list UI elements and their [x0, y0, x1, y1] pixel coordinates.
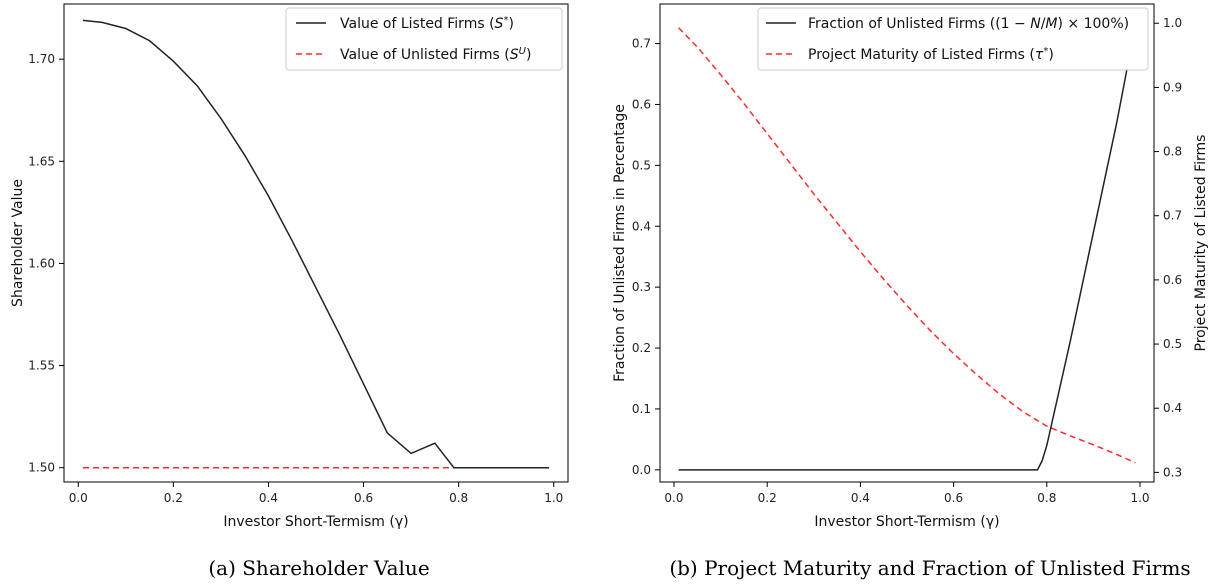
- panel-a-legend: Value of Listed Firms (S*) Value of Unli…: [285, 7, 563, 71]
- panel-a-xtick-label: 0.4: [259, 491, 278, 505]
- panel-b-xtick-label: 0.4: [851, 491, 870, 505]
- panel-a-ticks: 0.0 0.2 0.4 0.6 0.8 1.0 1.50 1.55 1.60 1.65 1.70: [28, 52, 563, 505]
- legend-label-listed: Value of Listed Firms (S*): [340, 15, 514, 33]
- panel-b-xtick-label: 0.2: [758, 491, 777, 505]
- panel-b-ytick-label-right: 0.4: [1163, 401, 1182, 415]
- panel-b-ytick-label: 0.7: [632, 37, 651, 51]
- panel-a-ytick-label: 1.55: [28, 359, 55, 373]
- legend-label-unlisted: Value of Unlisted Firms (SU): [340, 46, 531, 64]
- series-line-listed-value: [82, 19, 549, 469]
- panel-b-ytick-label: 0.0: [632, 463, 651, 477]
- panel-b-frame: [659, 3, 1155, 483]
- panel-a-ylabel: Shareholder Value: [10, 179, 26, 307]
- panel-b-ytick-label-right: 0.3: [1163, 465, 1182, 479]
- panel-b-ytick-label: 0.3: [632, 280, 651, 294]
- legend-label-fraction: Fraction of Unlisted Firms ((1 − N/M) × …: [808, 16, 1129, 32]
- panel-b-series: [678, 25, 1137, 471]
- panel-a-xtick-label: 0.0: [69, 491, 88, 505]
- panel-a-ytick-label: 1.70: [28, 52, 55, 66]
- panel-a-xtick-label: 1.0: [544, 491, 563, 505]
- panel-b-ytick-label: 0.2: [632, 341, 651, 355]
- panel-a-xtick-label: 0.6: [354, 491, 373, 505]
- panel-b-ytick-label-right: 0.7: [1163, 209, 1182, 223]
- panel-b-ytick-label-right: 0.8: [1163, 145, 1182, 159]
- panel-b-ytick-label: 0.1: [632, 402, 651, 416]
- panel-b-legend-box: [757, 7, 1149, 71]
- panel-a-xtick-label: 0.2: [164, 491, 183, 505]
- panel-a-xtick-label: 0.8: [449, 491, 468, 505]
- legend-label-maturity: Project Maturity of Listed Firms (τ*): [808, 46, 1054, 64]
- panel-b-ytick-label-right: 0.5: [1163, 337, 1182, 351]
- panel-b-xlabel: Investor Short-Termism (γ): [814, 514, 999, 530]
- panel-a-legend-box: [285, 7, 563, 71]
- panel-b-ylabel-left: Fraction of Unlisted Firms in Percentage: [612, 104, 628, 382]
- panel-b-xtick-label: 0.8: [1037, 491, 1056, 505]
- panel-a-ytick-label: 1.50: [28, 461, 55, 475]
- panel-b-ytick-label: 0.5: [632, 158, 651, 172]
- series-line-project-maturity: [678, 27, 1136, 464]
- panel-shareholder-value: 0.0 0.2 0.4 0.6 0.8 1.0 1.50 1.55 1.60 1.65 1.70 I…: [10, 3, 569, 580]
- panel-b-ylabel-right: Project Maturity of Listed Firms: [1193, 135, 1209, 352]
- panel-b-caption: (b) Project Maturity and Fraction of Unl…: [669, 556, 1190, 580]
- panel-b-ytick-label: 0.6: [632, 97, 651, 111]
- panel-b-xtick-label: 1.0: [1130, 491, 1149, 505]
- series-line-fraction-unlisted: [678, 25, 1137, 471]
- panel-a-frame: [63, 3, 569, 483]
- panel-a-caption: (a) Shareholder Value: [208, 556, 429, 580]
- panel-b-ytick-label: 0.4: [632, 219, 651, 233]
- panel-a-ytick-label: 1.60: [28, 256, 55, 270]
- panel-b-ytick-label-right: 1.0: [1163, 16, 1182, 30]
- panel-a-xlabel: Investor Short-Termism (γ): [223, 514, 408, 530]
- panel-maturity-fraction: 0.0 0.2 0.4 0.6 0.8 1.0 0.0 0.1 0.2 0.3 0.4 0.5 0.6 0…: [612, 3, 1209, 580]
- panel-b-xtick-label: 0.0: [664, 491, 683, 505]
- panel-a-series: [82, 19, 549, 469]
- panel-b-xtick-label: 0.6: [944, 491, 963, 505]
- panel-a-ytick-label: 1.65: [28, 154, 55, 168]
- panel-b-ytick-label-right: 0.9: [1163, 80, 1182, 94]
- panel-b-legend: Fraction of Unlisted Firms ((1 − N/M) × …: [757, 7, 1149, 71]
- panel-b-ytick-label-right: 0.6: [1163, 273, 1182, 287]
- panel-b-ticks: 0.0 0.2 0.4 0.6 0.8 1.0 0.0 0.1 0.2 0.3 0.4 0.5 0.6 0…: [632, 16, 1182, 505]
